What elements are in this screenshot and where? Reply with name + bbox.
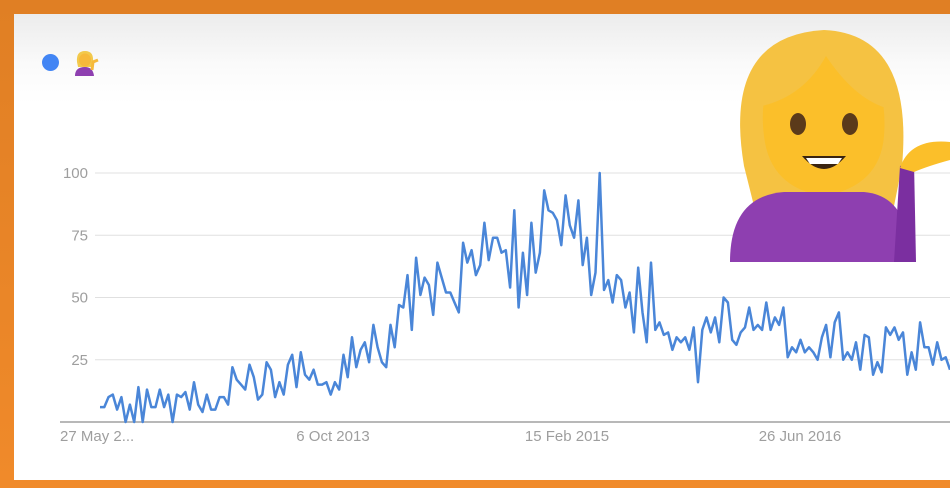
series-line [100, 171, 950, 424]
woman-tipping-hand-emoji-icon [75, 51, 99, 76]
y-tick-label: 100 [63, 165, 88, 182]
legend [42, 42, 99, 82]
woman-tipping-hand-emoji-icon [730, 30, 950, 262]
y-tick-label: 50 [71, 290, 88, 307]
y-tick-label: 25 [71, 352, 88, 369]
y-tick-label: 75 [71, 227, 88, 244]
x-tick-label: 26 Jun 2016 [759, 428, 842, 445]
legend-series-dot [42, 53, 59, 71]
x-tick-label: 6 Oct 2013 [296, 428, 369, 445]
x-tick-label: 27 May 2... [60, 428, 134, 445]
x-tick-label: 15 Feb 2015 [525, 428, 609, 445]
